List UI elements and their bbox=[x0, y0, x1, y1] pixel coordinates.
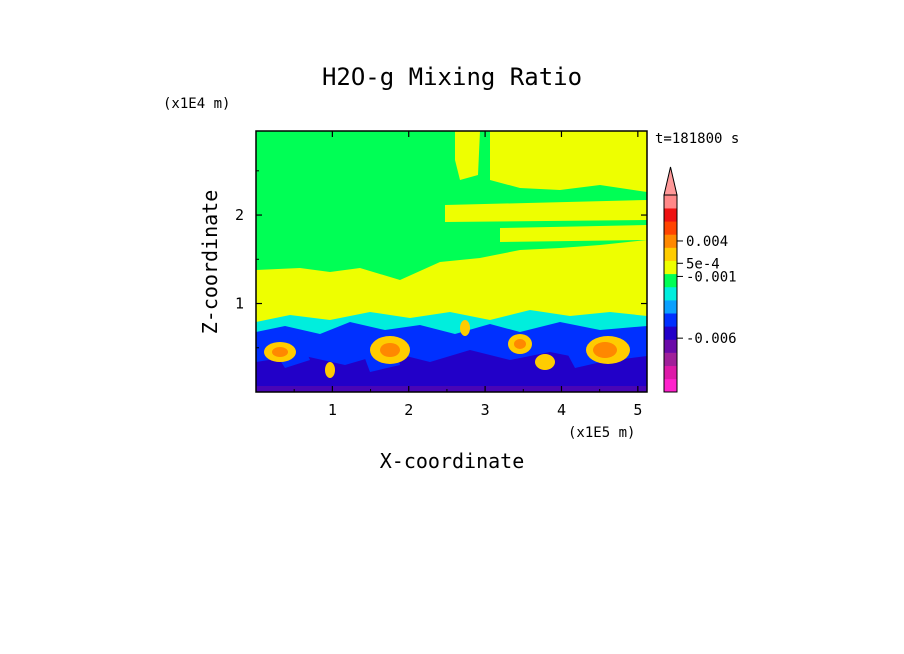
x-tick-label-4: 4 bbox=[557, 401, 566, 419]
upper-moist-streak bbox=[455, 131, 480, 180]
surface-dry-band bbox=[256, 386, 647, 392]
colorbar-label-1: 0.004 bbox=[686, 234, 728, 250]
contour-field bbox=[256, 131, 647, 392]
x-axis-tick-labels: 1 2 3 4 5 bbox=[328, 401, 643, 419]
colorbar-segment-8 bbox=[664, 286, 677, 301]
x-axis-ticks bbox=[293, 131, 639, 392]
mid-moist-layer bbox=[256, 240, 647, 330]
x-tick-label-5: 5 bbox=[633, 401, 642, 419]
colorbar-segment-10 bbox=[664, 260, 677, 275]
colorbar-segment-6 bbox=[664, 313, 677, 327]
time-label: t=181800 s bbox=[655, 131, 739, 147]
colorbar-label-3: -0.001 bbox=[686, 269, 737, 285]
y-axis-label: Z-coordinate bbox=[198, 190, 222, 335]
x-tick-label-1: 1 bbox=[328, 401, 337, 419]
y-axis-tick-labels: 12 bbox=[235, 206, 244, 312]
colorbar-segment-7 bbox=[664, 300, 677, 314]
colorbar-segment-2 bbox=[664, 365, 677, 380]
y-tick-label-1: 1 bbox=[235, 295, 244, 313]
colorbar-segment-15 bbox=[664, 195, 677, 209]
x-axis-label: X-coordinate bbox=[380, 449, 525, 473]
colorbar bbox=[663, 166, 683, 393]
colorbar-label-2: 5e-4 bbox=[686, 256, 720, 272]
colorbar-segment-5 bbox=[664, 326, 677, 340]
colorbar-segment-4 bbox=[664, 339, 677, 353]
colorbar-overflow-arrow bbox=[663, 166, 678, 196]
colorbar-segment-3 bbox=[664, 352, 677, 367]
x-multiplier-label: (x1E5 m) bbox=[568, 425, 635, 441]
moist-cell-3-core bbox=[514, 339, 526, 349]
y-multiplier-label: (x1E4 m) bbox=[163, 96, 230, 112]
x-tick-label-2: 2 bbox=[404, 401, 413, 419]
colorbar-segment-1 bbox=[664, 378, 677, 393]
y-axis-ticks bbox=[256, 170, 647, 349]
moist-cell-5-core bbox=[593, 342, 617, 358]
colorbar-segment-14 bbox=[664, 208, 677, 222]
colorbar-segment-12 bbox=[664, 234, 677, 248]
moist-cell-1-core bbox=[272, 347, 288, 357]
moist-cell-7 bbox=[325, 362, 335, 378]
upper-moist-strip bbox=[500, 225, 647, 242]
upper-moist-band bbox=[490, 131, 647, 192]
colorbar-segment-9 bbox=[664, 273, 677, 288]
x-tick-label-3: 3 bbox=[481, 401, 490, 419]
moist-cell-2-core bbox=[380, 343, 400, 357]
moist-cell-4 bbox=[535, 354, 555, 370]
chart-title: H2O-g Mixing Ratio bbox=[322, 63, 582, 91]
upper-moist-layer bbox=[445, 200, 647, 222]
colorbar-labels: 0.004 5e-4-0.001 -0.006 bbox=[686, 234, 737, 347]
colorbar-frame bbox=[663, 194, 678, 393]
moist-cell-6 bbox=[460, 320, 470, 336]
plot-frame bbox=[255, 130, 648, 393]
colorbar-segment-13 bbox=[664, 221, 677, 235]
colorbar-segment-11 bbox=[664, 247, 677, 261]
colorbar-label-4: -0.006 bbox=[686, 331, 737, 347]
y-tick-label-2: 2 bbox=[235, 206, 244, 224]
